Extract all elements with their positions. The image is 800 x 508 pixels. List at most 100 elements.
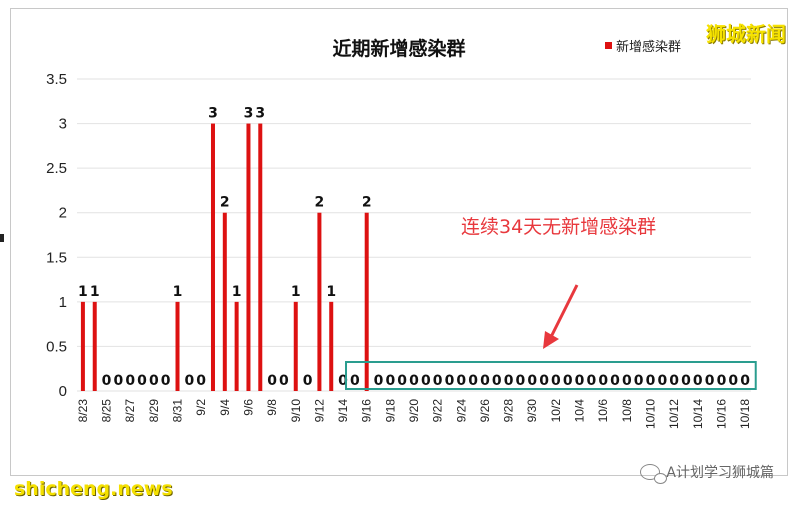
data-label: 0 bbox=[657, 373, 667, 389]
data-label: 0 bbox=[196, 373, 206, 389]
data-label: 0 bbox=[669, 373, 679, 389]
bar bbox=[246, 123, 251, 392]
bar bbox=[80, 301, 85, 391]
annotation-text: 连续34天无新增感染群 bbox=[461, 216, 656, 238]
data-label: 0 bbox=[456, 373, 466, 389]
x-tick-label: 9/16 bbox=[360, 399, 374, 423]
x-tick-label: 10/4 bbox=[573, 399, 587, 423]
watermark-top-right: 狮城新闻 bbox=[706, 22, 786, 46]
data-label: 0 bbox=[586, 373, 596, 389]
data-label: 1 bbox=[291, 284, 301, 300]
data-label: 0 bbox=[622, 373, 632, 389]
data-label: 0 bbox=[693, 373, 703, 389]
data-label: 3 bbox=[244, 106, 254, 122]
x-tick-label: 8/31 bbox=[171, 399, 185, 423]
data-label: 0 bbox=[303, 373, 313, 389]
data-label: 1 bbox=[232, 284, 242, 300]
y-tick-label: 3.5 bbox=[46, 71, 67, 88]
data-label: 0 bbox=[421, 373, 431, 389]
data-label: 0 bbox=[575, 373, 585, 389]
data-label: 0 bbox=[397, 373, 407, 389]
bar bbox=[329, 301, 334, 391]
data-label: 0 bbox=[646, 373, 656, 389]
cluster-bar-chart: 近期新增感染群 新增感染群 00.511.522.533.5 1 10 0 0 0 0 01… bbox=[46, 37, 757, 429]
data-label: 2 bbox=[315, 195, 325, 211]
bar bbox=[92, 301, 97, 391]
x-axis-ticks: 8/23 8/25 8/27 8/29 8/31 9/2 9/4 9/6 9/8 9/10 9/12… bbox=[76, 399, 752, 429]
data-label: 0 bbox=[184, 373, 194, 389]
data-label: 0 bbox=[504, 373, 514, 389]
bar bbox=[175, 301, 180, 391]
data-label: 0 bbox=[598, 373, 608, 389]
data-label: 0 bbox=[385, 373, 395, 389]
x-tick-label: 9/8 bbox=[265, 399, 279, 416]
bar bbox=[210, 123, 215, 392]
x-tick-label: 9/26 bbox=[478, 399, 492, 423]
bar bbox=[234, 301, 239, 391]
data-label: 0 bbox=[433, 373, 443, 389]
data-label: 2 bbox=[220, 195, 230, 211]
data-label: 0 bbox=[740, 373, 750, 389]
y-tick-label: 3 bbox=[59, 116, 67, 133]
x-tick-label: 8/29 bbox=[147, 399, 161, 423]
data-label: 0 bbox=[338, 373, 348, 389]
x-tick-label: 9/20 bbox=[407, 399, 421, 423]
bars bbox=[80, 123, 369, 392]
x-tick-label: 9/30 bbox=[525, 399, 539, 423]
data-label: 0 bbox=[539, 373, 549, 389]
data-label: 0 bbox=[634, 373, 644, 389]
x-tick-label: 9/22 bbox=[431, 399, 445, 423]
data-label: 3 bbox=[255, 106, 265, 122]
watermark-bottom-right: A计划学习狮城篇 bbox=[640, 462, 774, 484]
bar bbox=[364, 212, 369, 391]
x-tick-label: 9/28 bbox=[502, 399, 516, 423]
data-label: 0 bbox=[125, 373, 135, 389]
data-label: 0 bbox=[102, 373, 112, 389]
watermark-bottom-left: shicheng.news bbox=[14, 478, 173, 500]
x-tick-label: 10/18 bbox=[738, 399, 752, 429]
data-label: 0 bbox=[492, 373, 502, 389]
x-tick-label: 9/24 bbox=[454, 399, 468, 423]
data-label: 2 bbox=[362, 195, 372, 211]
data-label: 1 bbox=[326, 284, 336, 300]
data-label: 0 bbox=[480, 373, 490, 389]
y-tick-label: 2 bbox=[59, 205, 67, 222]
data-label: 0 bbox=[527, 373, 537, 389]
annotation-arrow bbox=[543, 284, 579, 349]
data-label: 0 bbox=[149, 373, 159, 389]
resize-handle bbox=[0, 234, 4, 242]
data-label: 0 bbox=[717, 373, 727, 389]
chart-title: 近期新增感染群 bbox=[332, 37, 465, 60]
y-tick-label: 0.5 bbox=[46, 338, 67, 355]
data-label: 0 bbox=[409, 373, 419, 389]
y-tick-label: 0 bbox=[59, 383, 67, 400]
data-label: 0 bbox=[350, 373, 360, 389]
x-tick-label: 9/6 bbox=[241, 399, 255, 416]
data-label: 0 bbox=[279, 373, 289, 389]
data-label: 0 bbox=[610, 373, 620, 389]
x-tick-label: 8/25 bbox=[100, 399, 114, 423]
data-label: 0 bbox=[516, 373, 526, 389]
data-label: 0 bbox=[267, 373, 277, 389]
data-label: 0 bbox=[563, 373, 573, 389]
legend-label: 新增感染群 bbox=[616, 39, 681, 55]
data-label: 0 bbox=[468, 373, 478, 389]
x-tick-label: 9/14 bbox=[336, 399, 350, 423]
y-tick-label: 1 bbox=[59, 294, 67, 311]
data-label: 3 bbox=[208, 106, 218, 122]
data-label: 0 bbox=[114, 373, 124, 389]
data-label: 0 bbox=[137, 373, 147, 389]
data-label: 0 bbox=[445, 373, 455, 389]
x-tick-label: 9/18 bbox=[383, 399, 397, 423]
x-tick-label: 10/12 bbox=[667, 399, 681, 429]
x-tick-label: 8/23 bbox=[76, 399, 90, 423]
data-label: 1 bbox=[78, 284, 88, 300]
x-tick-label: 10/10 bbox=[643, 399, 657, 429]
y-axis-ticks: 0 0.5 1 1.5 2 2.5 3 3.5 bbox=[46, 71, 67, 400]
data-label: 0 bbox=[728, 373, 738, 389]
x-tick-label: 10/2 bbox=[549, 399, 563, 423]
data-label: 0 bbox=[551, 373, 561, 389]
x-tick-label: 10/16 bbox=[714, 399, 728, 429]
